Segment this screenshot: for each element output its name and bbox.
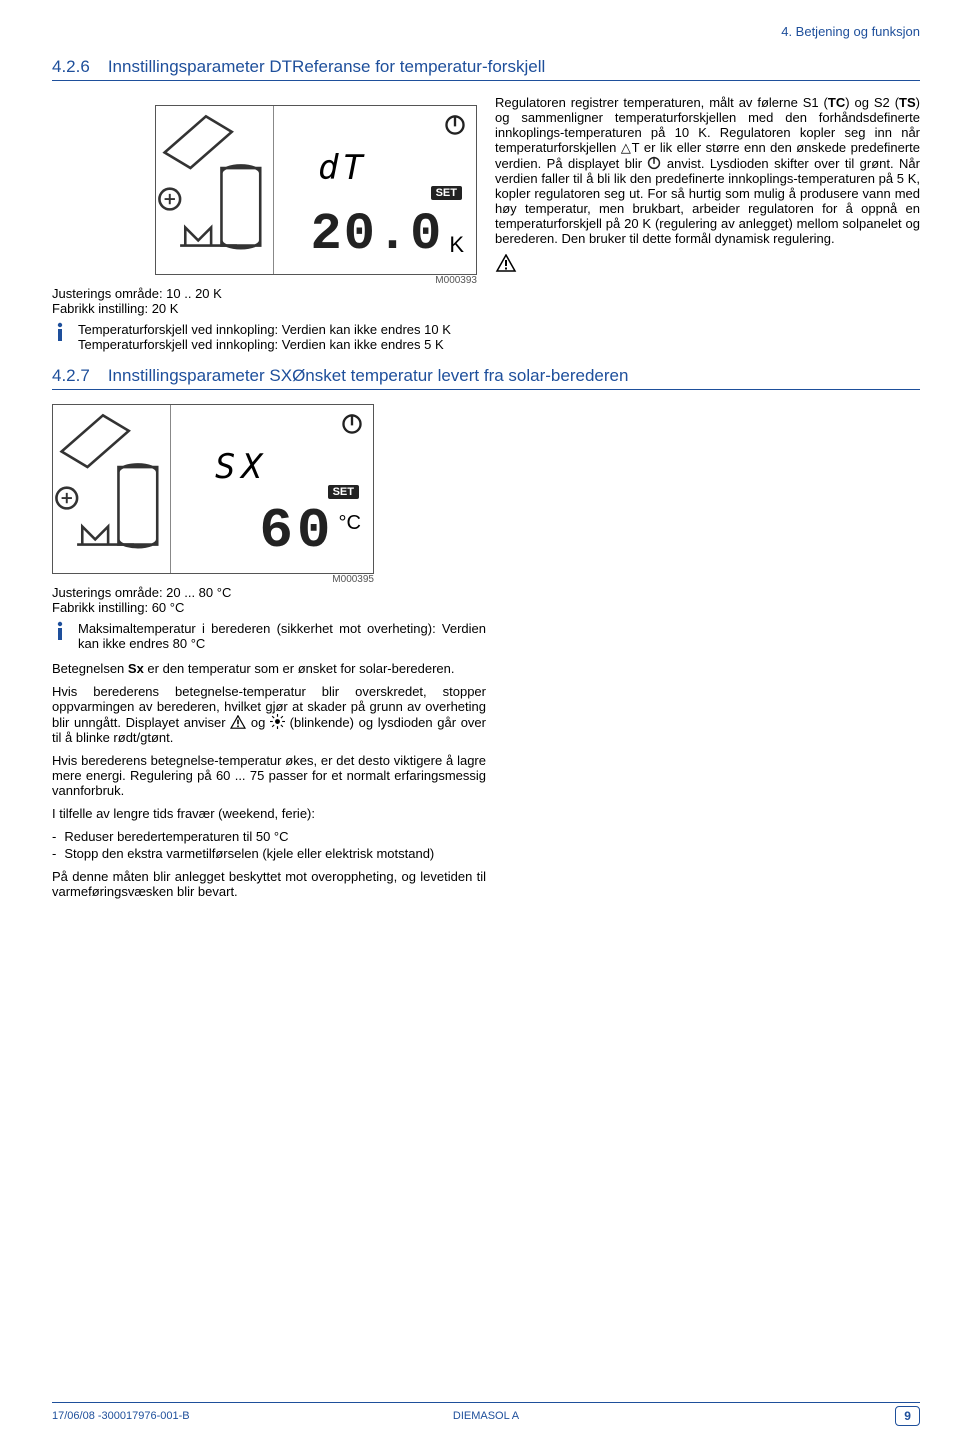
body-paragraph: Regulatoren registrer temperaturen, målt… xyxy=(495,95,920,246)
sun-icon xyxy=(270,714,285,729)
set-badge: SET xyxy=(328,485,359,499)
range-text: Justerings område: 20 ... 80 °C xyxy=(52,585,486,600)
section-num: 4.2.6 xyxy=(52,57,90,77)
set-badge: SET xyxy=(431,186,462,200)
lcd-figure-2: SX SET 60 °C xyxy=(52,404,374,574)
info-icon xyxy=(52,621,68,641)
info-text-block: Maksimaltemperatur i berederen (sikkerhe… xyxy=(78,621,486,651)
bullet-list: Reduser beredertemperaturen til 50 °C St… xyxy=(52,829,486,861)
page-footer: 17/06/08 -300017976-001-B DIEMASOL A 9 xyxy=(52,1402,920,1426)
info-text-block: Temperaturforskjell ved innkopling: Verd… xyxy=(78,322,451,352)
lcd-unit: °C xyxy=(339,512,361,535)
footer-product: DIEMASOL A xyxy=(341,1410,630,1422)
solar-system-icon xyxy=(53,405,171,573)
list-item: Stopp den ekstra varmetilførselen (kjele… xyxy=(52,846,486,861)
section-title: Innstillingsparameter SXØnsket temperatu… xyxy=(108,366,629,386)
body-paragraph: I tilfelle av lengre tids fravær (weeken… xyxy=(52,806,486,821)
warning-icon xyxy=(495,254,517,272)
solar-system-icon xyxy=(156,106,274,274)
section-426-body: dT SET 20.0 K M000393 Justerings område:… xyxy=(52,95,920,352)
section-num: 4.2.7 xyxy=(52,366,90,386)
lcd-param-label: SX xyxy=(215,447,268,487)
power-icon xyxy=(341,413,363,435)
chapter-label: 4. Betjening og funksjon xyxy=(52,24,920,39)
footer-doc-id: 17/06/08 -300017976-001-B xyxy=(52,1410,341,1422)
section-title: Innstillingsparameter DTReferanse for te… xyxy=(108,57,545,77)
image-id: M000393 xyxy=(155,275,477,286)
body-paragraph: Hvis berederens betegnelse-temperatur bl… xyxy=(52,684,486,745)
lcd-value: 20.0 xyxy=(310,205,443,264)
body-paragraph: Betegnelsen Sx er den temperatur som er … xyxy=(52,661,486,676)
section-heading-426: 4.2.6 Innstillingsparameter DTReferanse … xyxy=(52,57,920,81)
lcd-figure-1: dT SET 20.0 K xyxy=(155,105,477,275)
warning-icon xyxy=(230,715,246,729)
lcd-param-label: dT xyxy=(318,148,367,188)
image-id: M000395 xyxy=(52,574,374,585)
power-icon xyxy=(647,156,661,170)
body-paragraph: På denne måten blir anlegget beskyttet m… xyxy=(52,869,486,899)
lcd-value: 60 xyxy=(259,499,334,563)
info-icon xyxy=(52,322,68,342)
body-paragraph: Hvis berederens betegnelse-temperatur øk… xyxy=(52,753,486,798)
lcd-unit: K xyxy=(449,232,464,258)
page-number: 9 xyxy=(895,1406,920,1426)
section-heading-427: 4.2.7 Innstillingsparameter SXØnsket tem… xyxy=(52,366,920,390)
list-item: Reduser beredertemperaturen til 50 °C xyxy=(52,829,486,844)
factory-text: Fabrikk instilling: 20 K xyxy=(52,301,477,316)
power-icon xyxy=(444,114,466,136)
factory-text: Fabrikk instilling: 60 °C xyxy=(52,600,486,615)
range-text: Justerings område: 10 .. 20 K xyxy=(52,286,477,301)
